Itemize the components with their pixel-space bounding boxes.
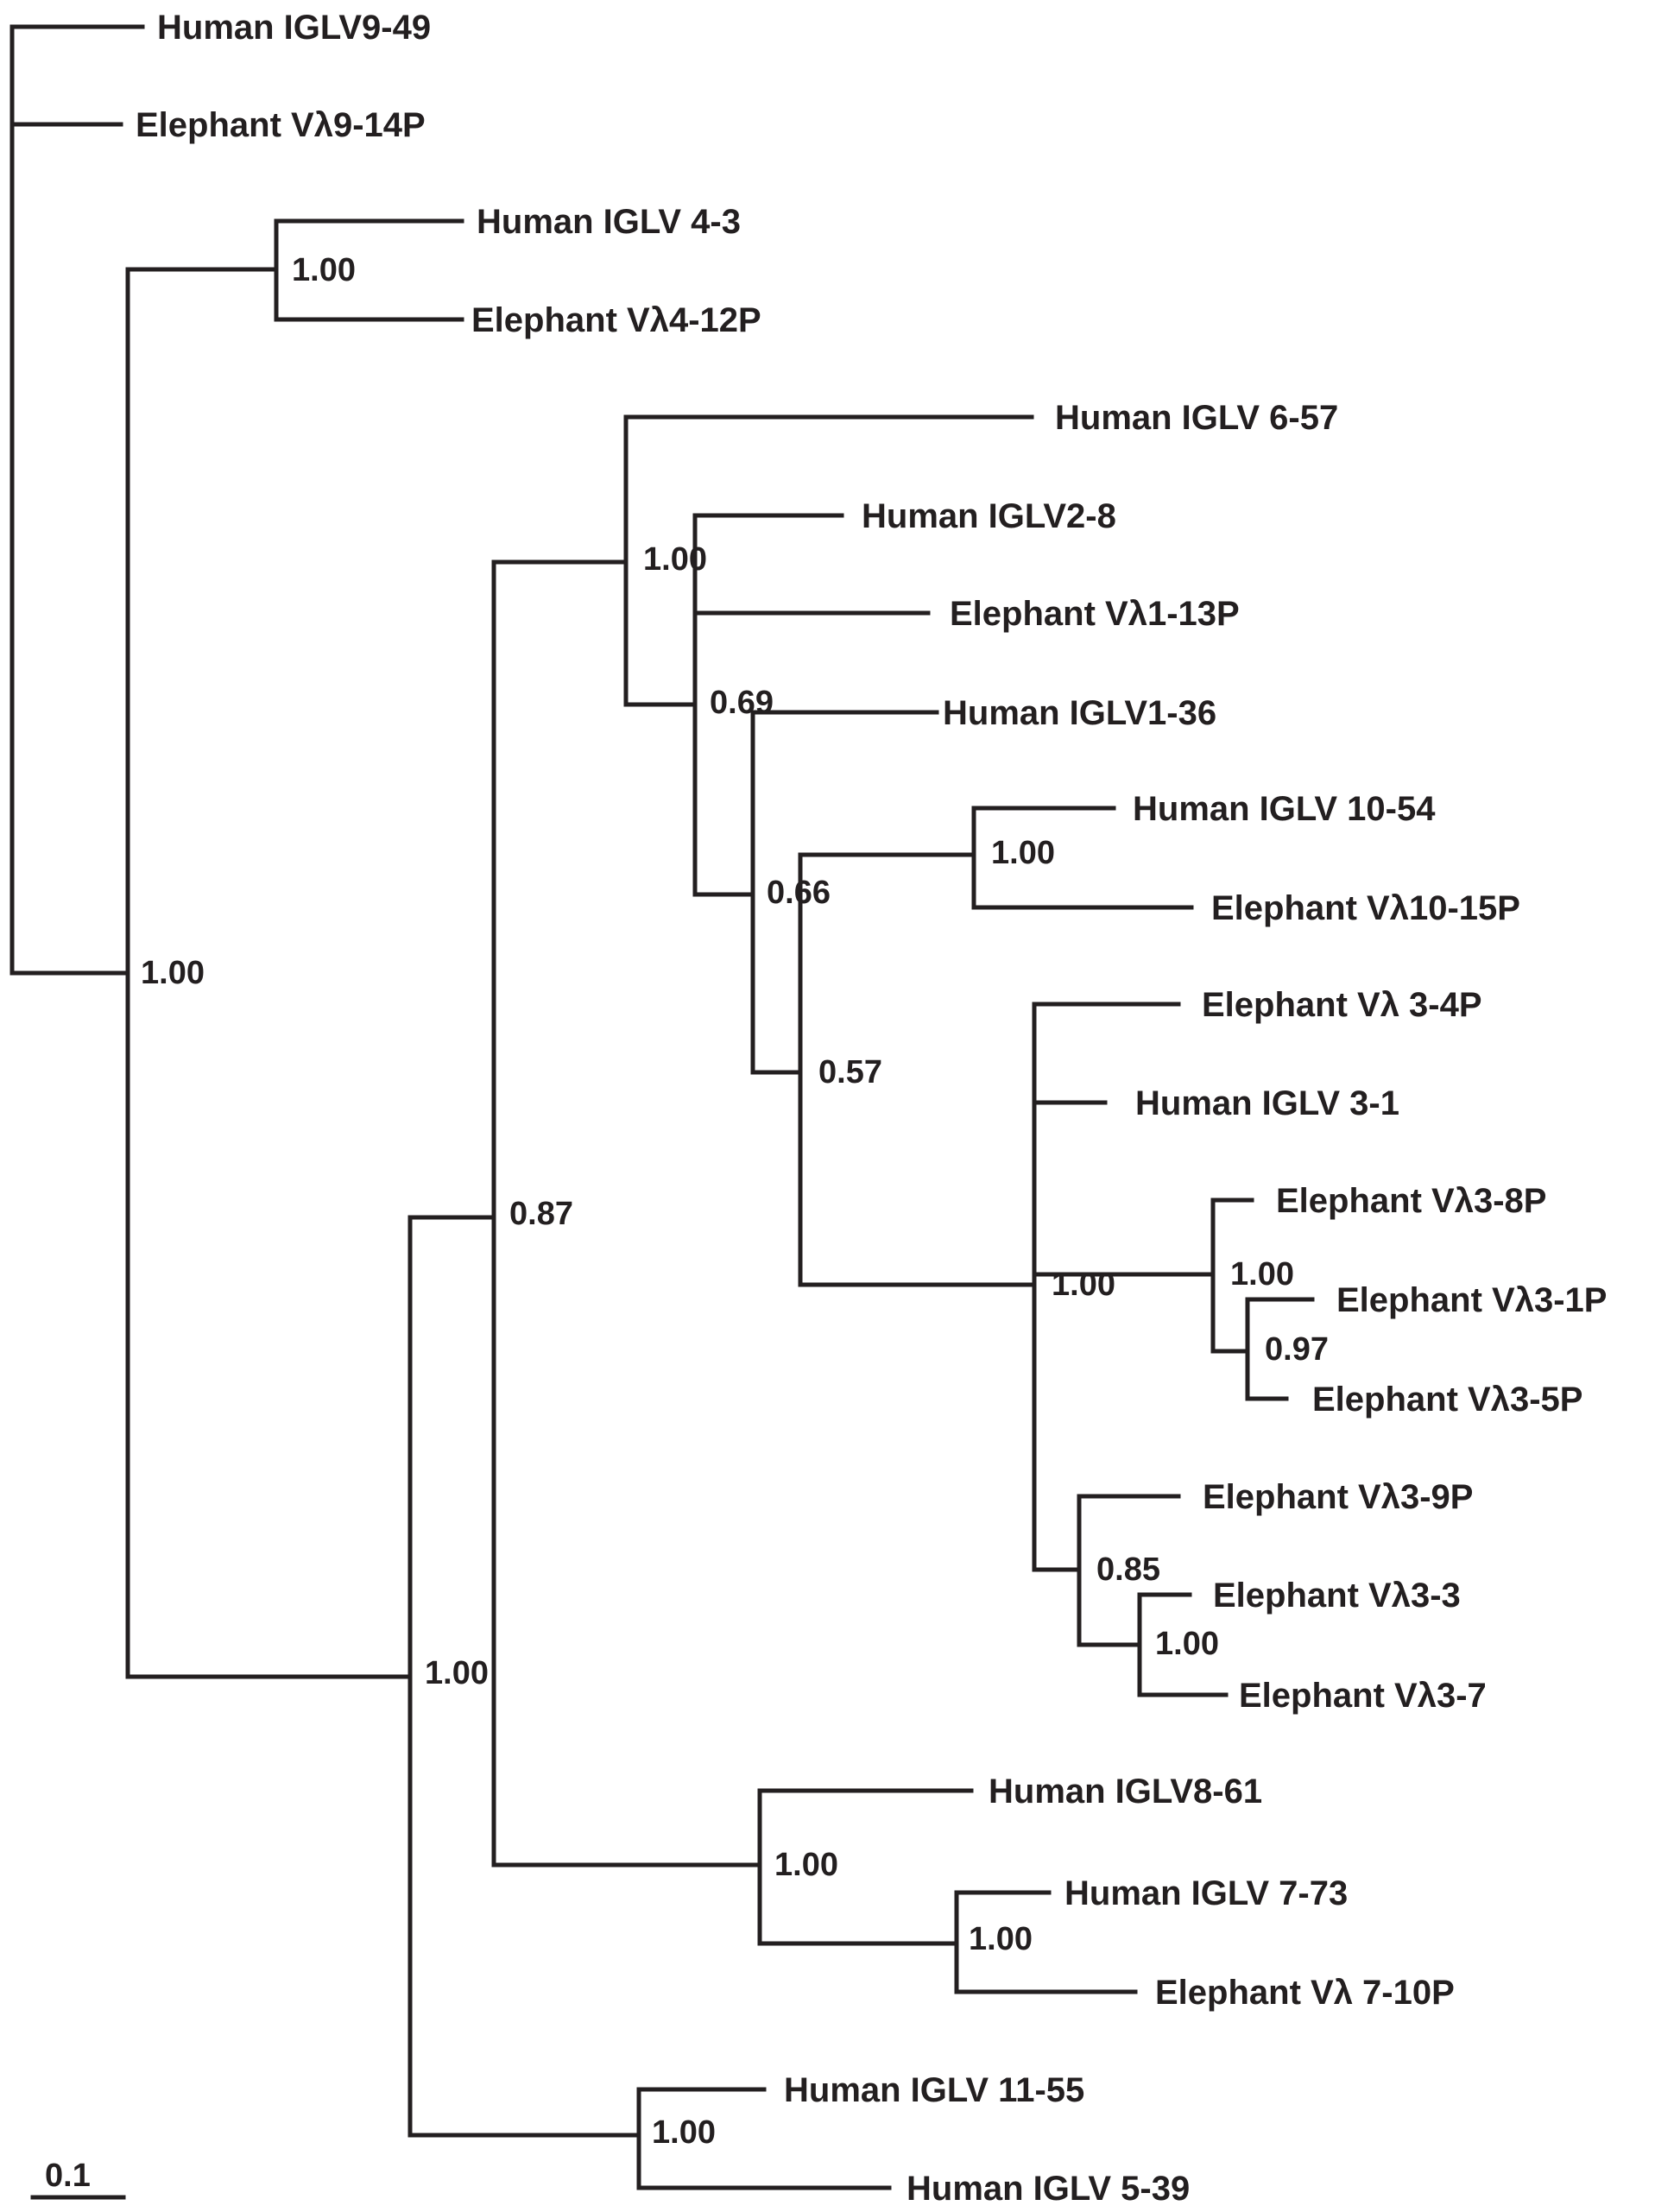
support-iglv11-5: 1.00 — [652, 2114, 716, 2151]
scale-bar-label: 0.1 — [45, 2158, 91, 2194]
support-clade1: 1.00 — [643, 541, 707, 578]
leaf-label-e9-14p: Elephant Vλ9-14P — [136, 106, 426, 144]
leaf-label-h4-3: Human IGLV 4-3 — [477, 203, 741, 241]
support-069: 0.69 — [710, 685, 774, 721]
leaf-label-e3-5p: Elephant Vλ3-5P — [1312, 1381, 1582, 1419]
leaf-label-h5-39: Human IGLV 5-39 — [906, 2170, 1190, 2208]
support-iglv3: 1.00 — [1052, 1267, 1115, 1303]
leaf-labels: Human IGLV9-49 Elephant Vλ9-14P Human IG… — [136, 9, 1607, 2208]
support-100-big: 1.00 — [425, 1655, 489, 1691]
leaf-label-e3-8p: Elephant Vλ3-8P — [1276, 1182, 1546, 1220]
leaf-label-h1-36: Human IGLV1-36 — [943, 694, 1216, 732]
leaf-label-h2-8: Human IGLV2-8 — [862, 497, 1116, 535]
support-iglv7: 1.00 — [969, 1921, 1033, 1957]
leaf-label-h6-57: Human IGLV 6-57 — [1055, 399, 1338, 437]
leaf-label-h9-49: Human IGLV9-49 — [157, 9, 431, 47]
leaf-label-h7-73: Human IGLV 7-73 — [1064, 1874, 1348, 1912]
support-iglv8-7: 1.00 — [774, 1847, 838, 1883]
tree-branches — [9, 24, 1315, 2190]
leaf-label-e10-15p: Elephant Vλ10-15P — [1211, 889, 1520, 927]
support-085: 0.85 — [1096, 1552, 1160, 1588]
support-097: 0.97 — [1265, 1331, 1329, 1368]
leaf-label-e7-10p: Elephant Vλ 7-10P — [1155, 1974, 1455, 2012]
leaf-label-e3-1p: Elephant Vλ3-1P — [1336, 1281, 1607, 1319]
leaf-label-h3-1: Human IGLV 3-1 — [1135, 1084, 1399, 1122]
support-iglv3-3: 1.00 — [1155, 1626, 1219, 1662]
leaf-label-e4-12p: Elephant Vλ4-12P — [471, 301, 761, 339]
leaf-label-e3-3: Elephant Vλ3-3 — [1213, 1577, 1461, 1615]
leaf-label-e3-7: Elephant Vλ3-7 — [1239, 1677, 1487, 1715]
leaf-label-h11-55: Human IGLV 11-55 — [784, 2071, 1084, 2109]
scale-bar: 0.1 — [30, 2158, 126, 2200]
support-iglv10: 1.00 — [991, 835, 1055, 871]
leaf-label-e3-4p: Elephant Vλ 3-4P — [1202, 986, 1482, 1024]
support-iglv3-8: 1.00 — [1230, 1256, 1294, 1292]
support-values: 1.00 1.00 0.87 1.00 1.00 0.69 1.00 0.66 … — [141, 252, 1329, 2151]
support-087: 0.87 — [509, 1196, 573, 1232]
leaf-label-e3-9p: Elephant Vλ3-9P — [1203, 1478, 1473, 1516]
support-057: 0.57 — [818, 1054, 882, 1090]
support-066: 0.66 — [767, 875, 831, 911]
leaf-label-h10-54: Human IGLV 10-54 — [1133, 790, 1436, 828]
support-main: 1.00 — [141, 955, 205, 991]
support-iglv4: 1.00 — [292, 252, 356, 288]
leaf-label-h8-61: Human IGLV8-61 — [989, 1773, 1262, 1811]
leaf-label-e1-13p: Elephant Vλ1-13P — [950, 595, 1240, 633]
